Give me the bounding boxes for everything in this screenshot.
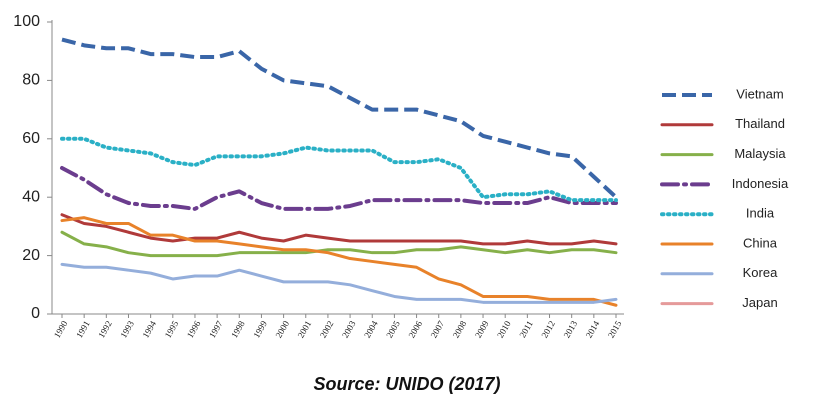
series-line [60, 230, 618, 258]
y-tick-label: 20 [22, 247, 40, 264]
y-tick-label: 40 [22, 188, 40, 205]
x-tick-label: 1995 [163, 319, 181, 340]
legend-label: Malaysia [734, 146, 786, 161]
legend-label: Korea [743, 265, 778, 280]
legend-label: Indonesia [732, 176, 789, 191]
chart: 0 20 40 60 80 100 1990 1991 1992 1993 1994 1995 1996… [13, 13, 789, 340]
x-tick-label: 2012 [539, 319, 557, 340]
x-tick-label: 1996 [185, 319, 203, 340]
legend-label: Vietnam [736, 86, 783, 101]
x-tick-label: 1993 [118, 319, 136, 340]
x-tick-label: 2009 [473, 319, 491, 340]
x-tick-label: 2001 [296, 319, 314, 340]
x-tick-label: 2014 [584, 319, 602, 340]
caption: Source: UNIDO (2017) [313, 374, 501, 394]
x-tick-label: 1997 [207, 319, 225, 340]
x-tick-label: 2006 [406, 319, 424, 340]
y-tick-label: 0 [31, 305, 40, 322]
series-line [60, 262, 618, 304]
x-tick-label: 2003 [340, 319, 358, 340]
x-tick-label: 1999 [251, 319, 269, 340]
x-tick-label: 2013 [562, 319, 580, 340]
legend-label: Japan [742, 295, 777, 310]
legend-label: Thailand [735, 116, 785, 131]
x-tick-label: 2004 [362, 319, 380, 340]
x-tick-label: 2011 [517, 319, 534, 339]
x-tick-label: 1992 [96, 319, 114, 340]
x-tick-label: 1994 [140, 319, 158, 340]
series-line [60, 213, 618, 246]
y-tick-label: 60 [22, 130, 40, 147]
legend-label: China [743, 235, 778, 250]
x-tick-label: 1998 [229, 319, 247, 340]
legend-label: India [746, 206, 775, 221]
x-tick-label: 2002 [318, 319, 336, 340]
series-line [60, 216, 618, 307]
x-tick-label: 2007 [429, 319, 447, 340]
x-tick-label: 1990 [52, 319, 70, 340]
y-tick-label: 100 [13, 13, 40, 30]
y-tick-label: 80 [22, 72, 40, 89]
x-tick-label: 1991 [74, 319, 92, 340]
x-tick-label: 2008 [451, 319, 469, 340]
x-tick-label: 2005 [384, 319, 402, 340]
x-tick-label: 2015 [606, 319, 624, 340]
x-tick-label: 2000 [273, 319, 291, 340]
x-tick-label: 2010 [495, 319, 513, 340]
series-line [60, 136, 618, 203]
series-line [60, 166, 618, 211]
series-line [61, 37, 618, 199]
